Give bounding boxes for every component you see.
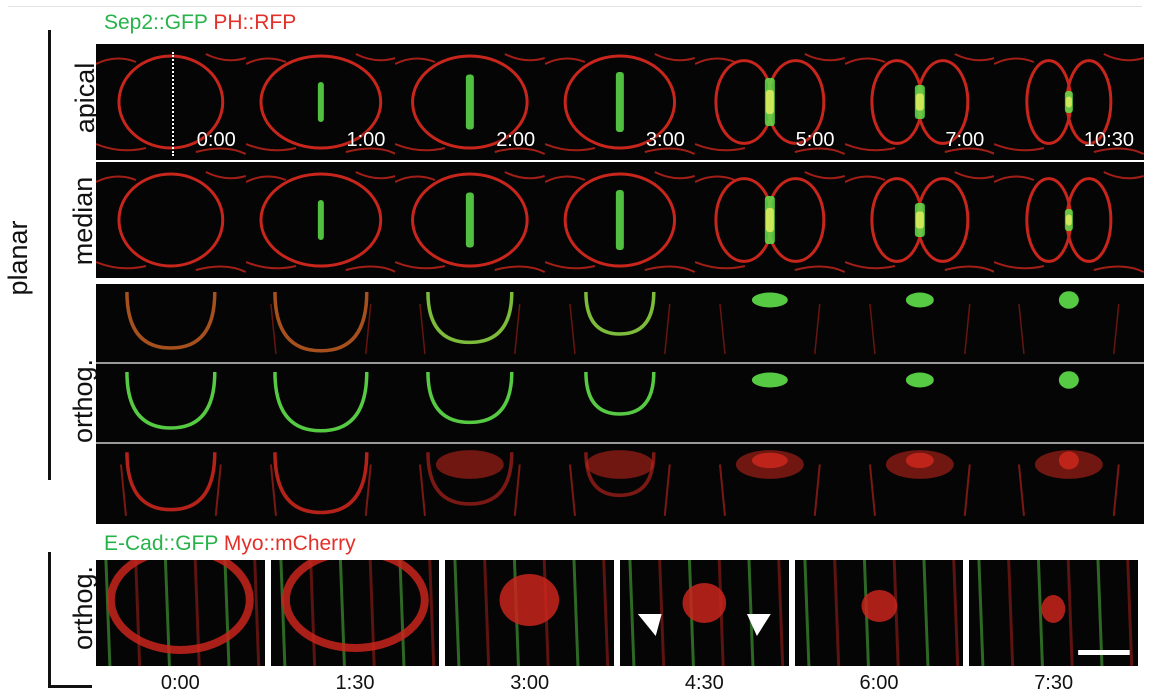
time-label: 7:00 [945, 129, 985, 151]
micrograph-tile: 10:30 [994, 44, 1144, 160]
legend-ecad-gfp: E-Cad::GFP [104, 532, 218, 555]
micrograph-tile [395, 162, 546, 278]
time-label: 3:00 [645, 129, 685, 151]
orthog-separator [96, 362, 1144, 364]
orthog-tile [994, 364, 1144, 442]
top-legend: Sep2::GFP PH::RFP [104, 12, 296, 33]
orthog-tile [395, 444, 545, 524]
orthog-bracket-line [48, 552, 51, 688]
arrowhead-right [746, 614, 771, 636]
bottom-time-label: 1:30 [335, 672, 375, 694]
bottom-time-label: 0:00 [160, 672, 200, 694]
micrograph-tile [694, 162, 845, 278]
label-planar: planar [3, 220, 33, 296]
orthog-tile [395, 364, 545, 442]
bottom-orthog-tile [620, 560, 789, 666]
micrograph-tile: 0:00 [96, 44, 246, 160]
orthog-tile [845, 444, 995, 524]
orthog-tile [96, 444, 246, 524]
orthog-tile [845, 364, 995, 442]
micrograph-tile: 7:00 [844, 44, 995, 160]
micrograph-tile [994, 162, 1144, 278]
micrograph-tile [545, 162, 695, 278]
bottom-orthog-row [96, 560, 1144, 666]
orthog-tile [96, 364, 246, 442]
micrograph-tile: 5:00 [694, 44, 845, 160]
bottom-orthog-tile [270, 560, 440, 666]
orthog-tile [994, 444, 1144, 524]
micrograph-tile: 3:00 [545, 44, 695, 160]
orthog-red-row [96, 444, 1144, 524]
orthog-separator [96, 442, 1144, 444]
orthog-tile [845, 284, 995, 362]
orthog-tile [246, 444, 396, 524]
arrowhead-left [637, 614, 662, 636]
row-separator [96, 160, 1144, 162]
median-row [96, 162, 1144, 278]
bottom-orthog-tile [794, 560, 964, 666]
bottom-time-label: 3:00 [510, 672, 550, 694]
time-label: 0:00 [196, 129, 236, 151]
legend-ph-rfp: PH::RFP [213, 11, 297, 34]
orthog-tile [96, 284, 246, 362]
micrograph-tile [844, 162, 995, 278]
orthog-tile [695, 444, 845, 524]
scale-bar [1078, 650, 1131, 655]
planar-panel: 0:00 1:00 2:00 3:00 5:00 7:00 10:30 [96, 44, 1144, 278]
time-label: 2:00 [496, 129, 536, 151]
bottom-time-label: 6:00 [859, 672, 899, 694]
bottom-time-label: 7:30 [1034, 672, 1074, 694]
bottom-orthog-tile [96, 560, 265, 666]
bottom-orthog-tile [969, 560, 1138, 666]
legend-myo-mcherry: Myo::mCherry [223, 532, 356, 555]
dotted-division-line [172, 52, 174, 156]
micrograph-tile [245, 162, 396, 278]
bottom-time-labels: 0:00 1:30 3:00 4:30 6:00 7:30 [96, 672, 1144, 696]
apical-row: 0:00 1:00 2:00 3:00 5:00 7:00 10:30 [96, 44, 1144, 160]
time-label: 5:00 [795, 129, 835, 151]
top-rule [8, 6, 1142, 7]
bracket-foot [48, 685, 92, 688]
orthog-tile [695, 364, 845, 442]
planar-bracket-line [48, 30, 51, 480]
legend-sep2-gfp: Sep2::GFP [104, 11, 208, 34]
orthog-tile [246, 284, 396, 362]
orthog-tile [545, 364, 695, 442]
orthog-tile [545, 284, 695, 362]
micrograph-tile [96, 162, 246, 278]
micrograph-tile: 1:00 [245, 44, 396, 160]
bottom-legend: E-Cad::GFP Myo::mCherry [104, 533, 356, 554]
orthog-tile [994, 284, 1144, 362]
orthog-green-row [96, 364, 1144, 442]
orthog-tile [246, 364, 396, 442]
orthog-tile [395, 284, 545, 362]
orthog-panel [96, 284, 1144, 524]
orthog-tile [695, 284, 845, 362]
orthog-tile [545, 444, 695, 524]
micrograph-tile: 2:00 [395, 44, 546, 160]
time-label: 10:30 [1083, 129, 1134, 151]
bottom-orthog-tile [445, 560, 614, 666]
bottom-time-label: 4:30 [684, 672, 724, 694]
panel-gap [96, 278, 1144, 284]
time-label: 1:00 [346, 129, 386, 151]
orthog-merge-row [96, 284, 1144, 362]
